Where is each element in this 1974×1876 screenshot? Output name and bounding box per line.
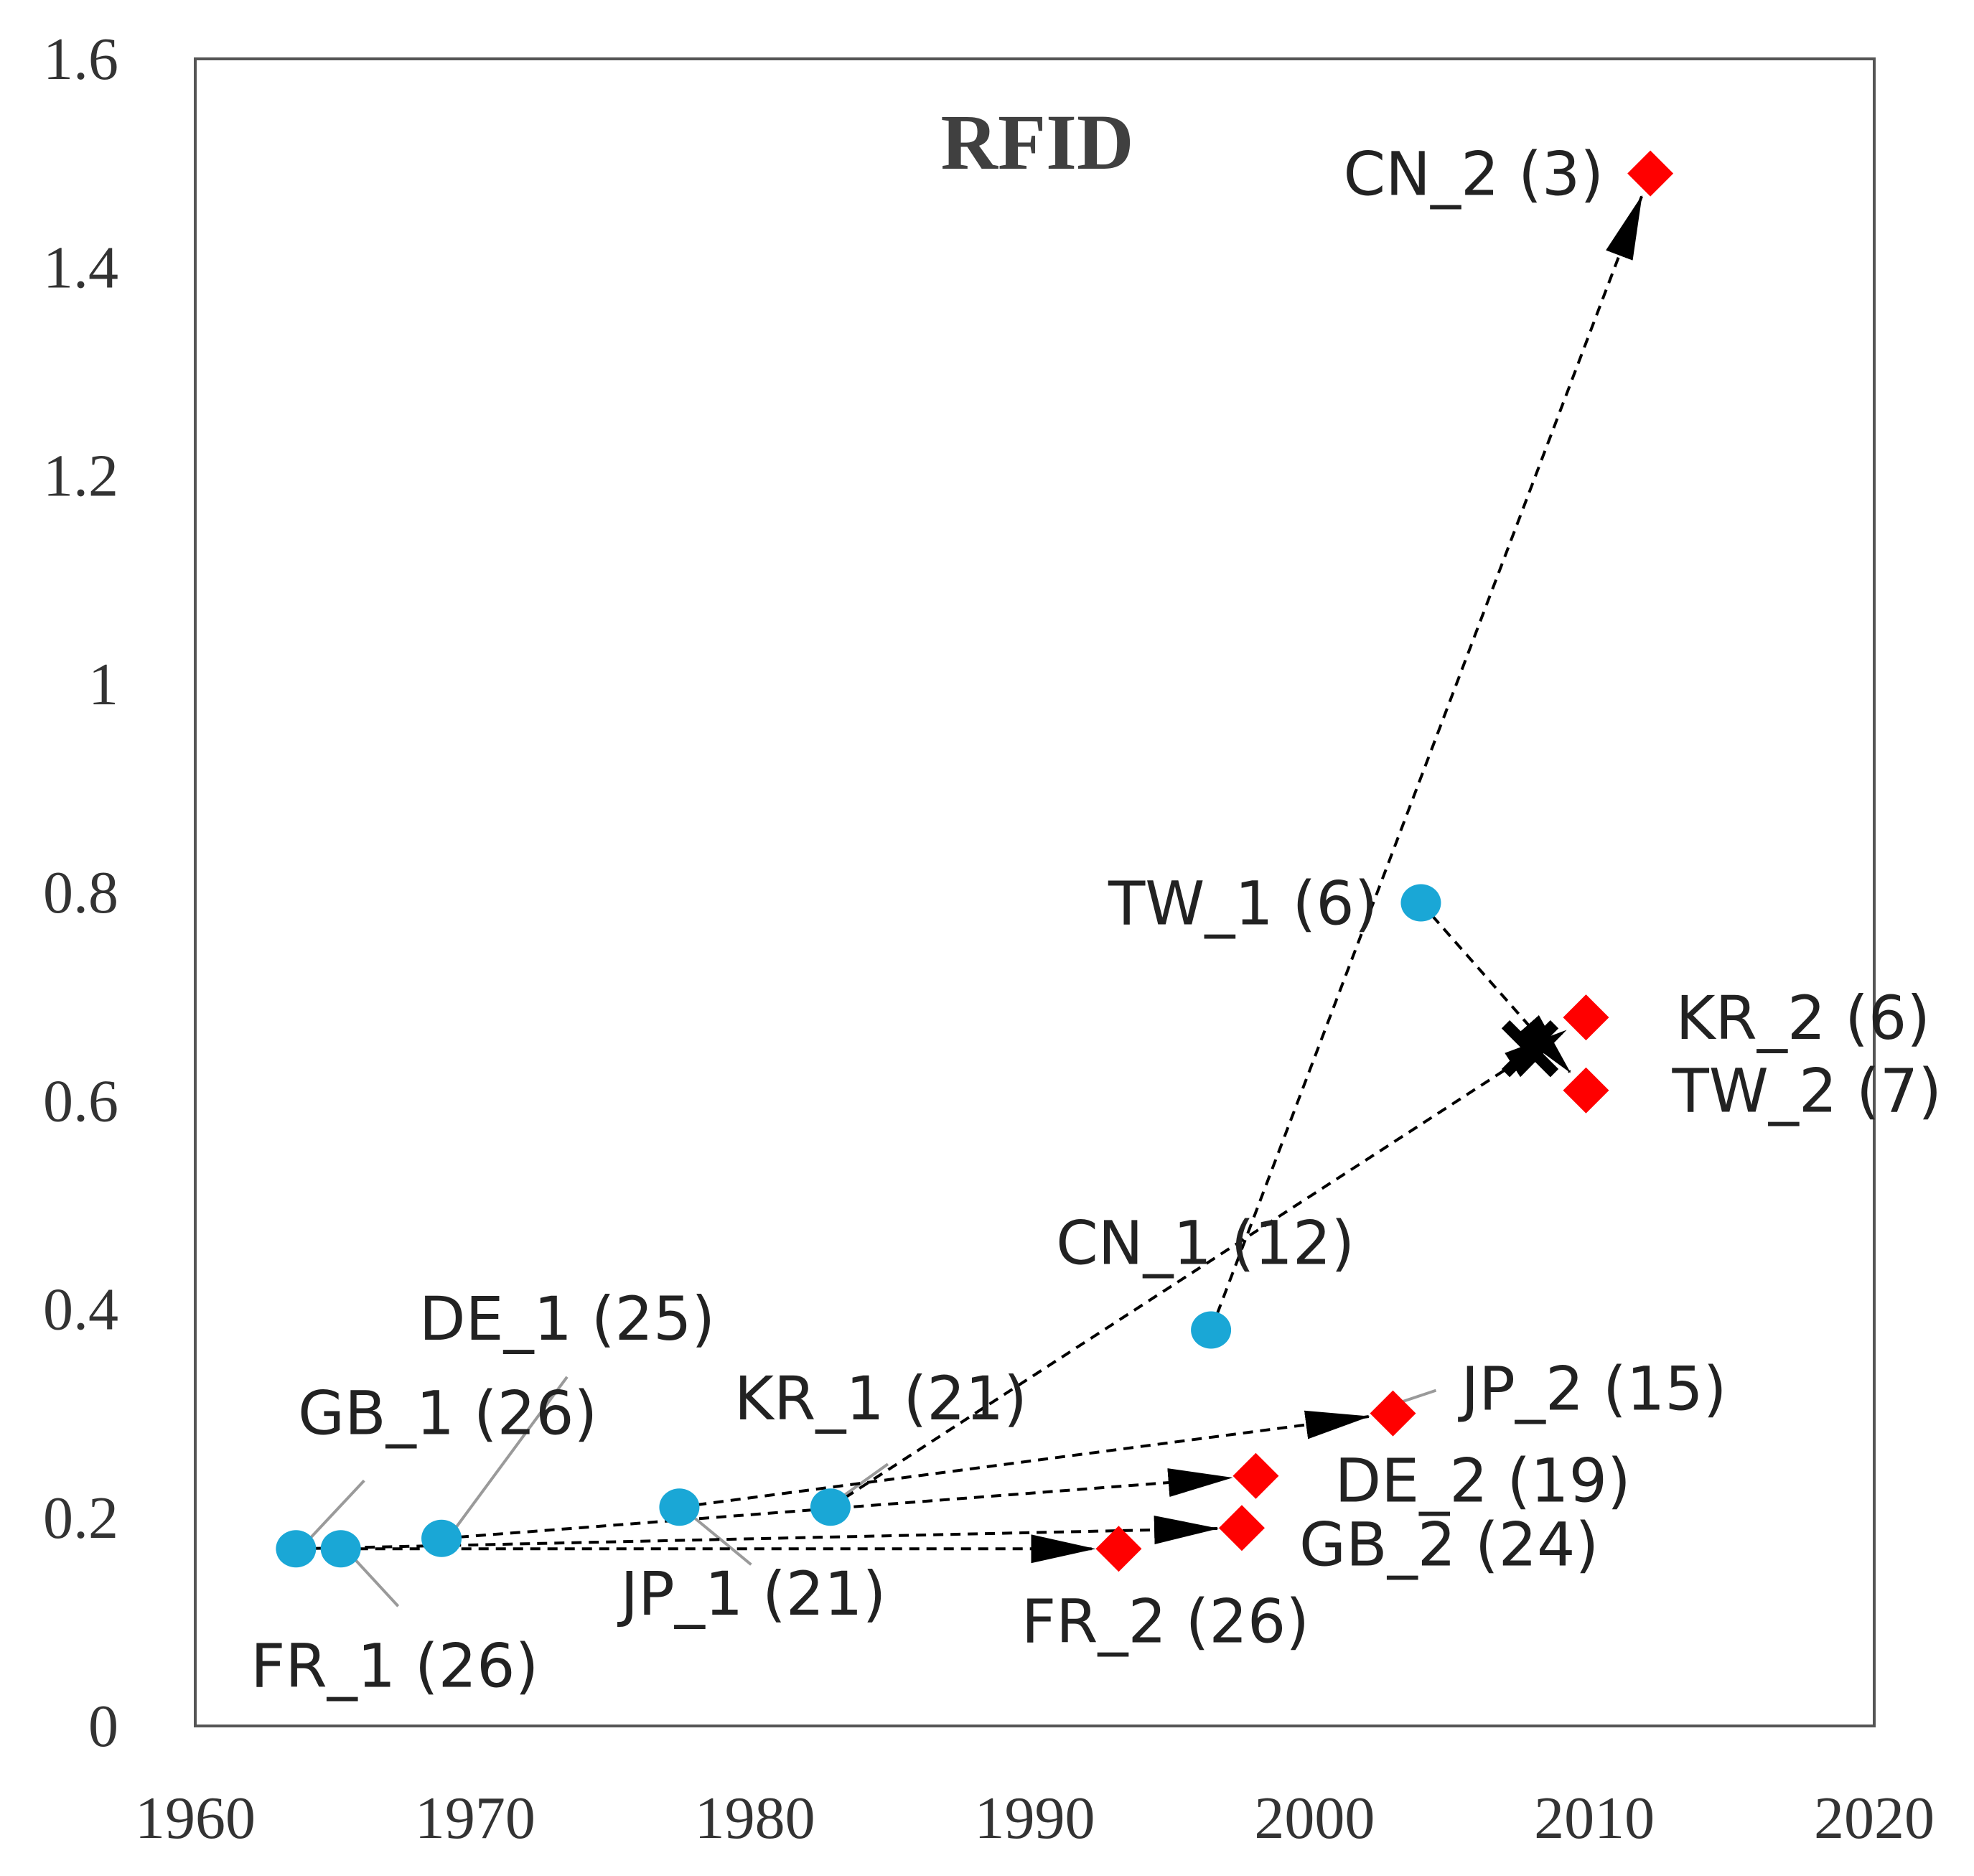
y-tick-label: 0.2 xyxy=(43,1485,118,1551)
label-jp_2: JP_2 (15) xyxy=(1457,1354,1726,1424)
label-cn_2: CN_2 (3) xyxy=(1344,139,1604,210)
point-de_1 xyxy=(421,1519,462,1557)
arrow-kr_1-to-kr_2 xyxy=(829,1029,1567,1508)
x-tick-label: 1980 xyxy=(695,1785,815,1852)
leader-jp_1 xyxy=(689,1513,752,1566)
y-tick-label: 0.6 xyxy=(43,1068,118,1134)
arrow-cn_1-to-cn_2 xyxy=(1210,195,1643,1331)
leader-kr_1 xyxy=(836,1462,889,1501)
point-jp_1 xyxy=(659,1488,700,1526)
arrow-tw_1-to-tw_2 xyxy=(1419,902,1571,1073)
point-fr_1 xyxy=(320,1530,361,1568)
point-kr_1 xyxy=(810,1488,851,1526)
label-cn_1: CN_1 (12) xyxy=(1056,1208,1355,1279)
x-tick-label: 1990 xyxy=(975,1785,1095,1852)
transition-arrows xyxy=(296,195,1643,1564)
crossing-x-marker xyxy=(1501,1020,1559,1078)
x-tick-label: 2020 xyxy=(1814,1785,1935,1852)
point-tw_1 xyxy=(1400,884,1441,922)
label-tw_2: TW_2 (7) xyxy=(1671,1056,1942,1126)
y-tick-label: 1 xyxy=(88,651,118,718)
point-cn_2 xyxy=(1627,150,1674,197)
leader-gb_1 xyxy=(309,1479,365,1539)
leader-fr_1 xyxy=(354,1558,400,1607)
label-de_2: DE_2 (19) xyxy=(1334,1446,1630,1516)
point-gb_1 xyxy=(276,1530,317,1568)
label-gb_2: GB_2 (24) xyxy=(1299,1509,1599,1579)
point-fr_2 xyxy=(1095,1526,1142,1572)
label-fr_1: FR_1 (26) xyxy=(251,1630,538,1701)
arrow-gb_1-to-gb_2 xyxy=(296,1515,1219,1551)
y-tick-label: 0 xyxy=(88,1693,118,1760)
y-tick-label: 1.2 xyxy=(43,443,118,510)
y-tick-label: 0.8 xyxy=(43,859,118,926)
plot-frame xyxy=(194,57,1876,1727)
x-tick-label: 2000 xyxy=(1254,1785,1375,1852)
x-axis-tick-labels: 1960 1970 1980 1990 2000 2010 2020 xyxy=(135,1785,1935,1852)
x-tick-label: 1960 xyxy=(135,1785,256,1852)
label-kr_2: KR_2 (6) xyxy=(1675,983,1930,1053)
arrow-jp_1-to-jp_2 xyxy=(679,1410,1370,1509)
y-tick-label: 1.6 xyxy=(43,26,118,93)
y-axis-tick-labels: 0 0.2 0.4 0.6 0.8 1 1.2 1.4 1.6 xyxy=(43,26,118,1760)
x-tick-label: 2010 xyxy=(1534,1785,1655,1852)
arrow-de_1-to-de_2 xyxy=(441,1468,1233,1540)
point-jp_2 xyxy=(1370,1390,1416,1437)
point-gb_2 xyxy=(1218,1505,1265,1551)
label-gb_1: GB_1 (26) xyxy=(298,1378,597,1448)
point-labels: GB_1 (26) FR_1 (26) DE_1 (25) JP_1 (21) KR_1… xyxy=(251,139,1942,1702)
label-kr_1: KR_1 (21) xyxy=(734,1363,1027,1434)
x-tick-label: 1970 xyxy=(415,1785,535,1852)
y-tick-label: 0.4 xyxy=(43,1277,118,1343)
leader-de_1 xyxy=(454,1376,569,1529)
point-kr_2 xyxy=(1563,994,1609,1041)
label-tw_1: TW_1 (6) xyxy=(1108,869,1378,939)
chart-title: RFID xyxy=(941,98,1134,186)
label-fr_2: FR_2 (26) xyxy=(1021,1586,1309,1656)
data-points xyxy=(276,150,1674,1572)
y-tick-label: 1.4 xyxy=(43,234,118,301)
point-tw_2 xyxy=(1563,1067,1609,1114)
point-de_2 xyxy=(1232,1452,1279,1499)
label-leader-lines xyxy=(309,1376,1437,1607)
point-cn_1 xyxy=(1191,1311,1232,1349)
label-de_1: DE_1 (25) xyxy=(419,1284,715,1354)
label-jp_1: JP_1 (21) xyxy=(617,1559,886,1629)
